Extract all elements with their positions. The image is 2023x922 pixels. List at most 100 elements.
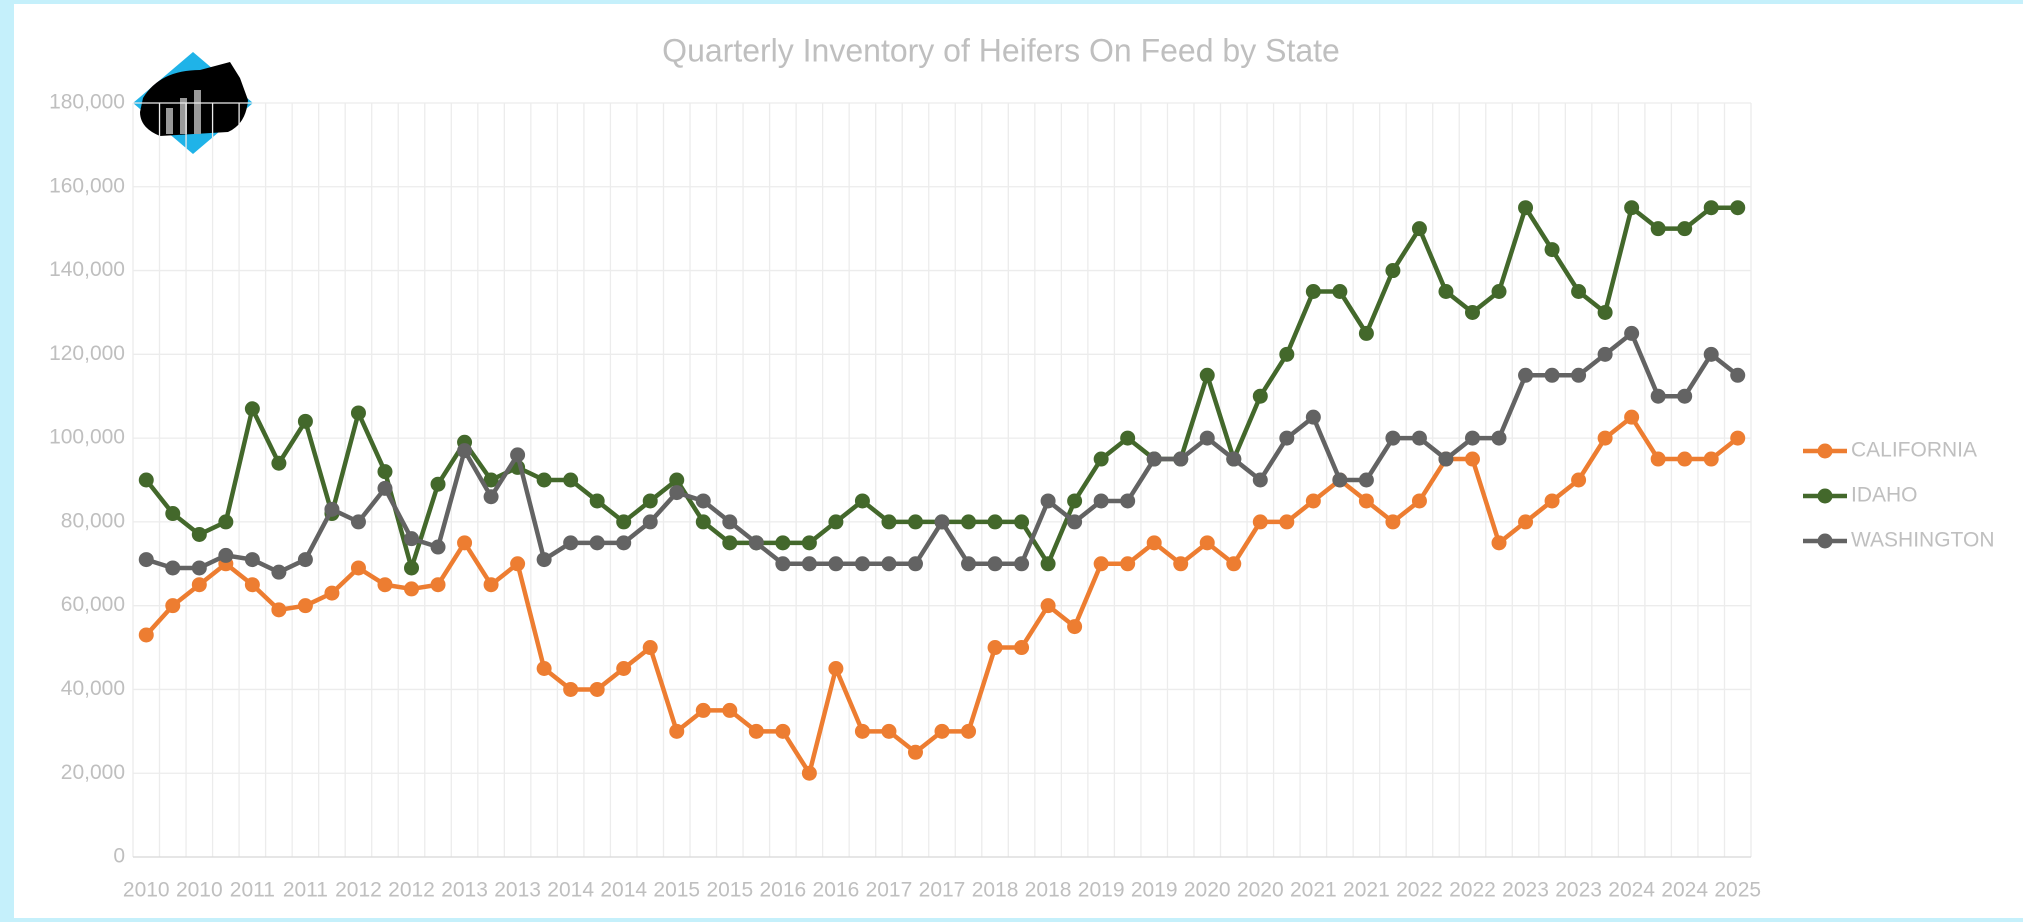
legend-marker — [1817, 488, 1833, 504]
data-point — [1146, 451, 1162, 467]
data-point — [430, 476, 446, 492]
data-point — [350, 405, 366, 421]
data-point — [987, 556, 1003, 572]
data-point — [271, 602, 287, 618]
x-tick-label: 2013 — [494, 879, 541, 902]
data-point — [934, 514, 950, 530]
data-point — [987, 514, 1003, 530]
data-point — [642, 493, 658, 509]
data-point — [510, 447, 526, 463]
x-tick-label: 2010 — [176, 879, 223, 902]
data-point — [1677, 451, 1693, 467]
data-point — [1199, 367, 1215, 383]
x-tick-label: 2012 — [388, 879, 435, 902]
x-tick-label: 2019 — [1078, 879, 1125, 902]
data-point — [1120, 556, 1136, 572]
logo-bar — [180, 98, 187, 134]
data-point — [961, 723, 977, 739]
data-point — [244, 552, 260, 568]
data-point — [1518, 200, 1534, 216]
x-tick-label: 2021 — [1343, 879, 1390, 902]
data-point — [907, 744, 923, 760]
data-point — [1332, 472, 1348, 488]
x-tick-label: 2012 — [335, 879, 382, 902]
data-point — [430, 577, 446, 593]
data-point — [1730, 200, 1746, 216]
data-point — [1544, 367, 1560, 383]
data-point — [1597, 346, 1613, 362]
data-point — [1199, 535, 1215, 551]
data-point — [1624, 409, 1640, 425]
y-tick-label: 180,000 — [49, 91, 125, 114]
data-point — [1093, 493, 1109, 509]
x-tick-label: 2017 — [866, 879, 913, 902]
data-point — [377, 577, 393, 593]
x-tick-label: 2024 — [1608, 879, 1655, 902]
data-point — [748, 723, 764, 739]
logo-bar — [194, 90, 201, 134]
data-point — [1040, 598, 1056, 614]
data-point — [324, 585, 340, 601]
data-point — [1464, 304, 1480, 320]
data-point — [907, 514, 923, 530]
data-point — [1597, 304, 1613, 320]
data-point — [589, 535, 605, 551]
x-tick-label: 2025 — [1714, 879, 1761, 902]
data-point — [404, 531, 420, 547]
data-point — [138, 472, 154, 488]
data-point — [563, 472, 579, 488]
data-point — [218, 514, 234, 530]
data-point — [1703, 451, 1719, 467]
data-point — [1703, 346, 1719, 362]
y-tick-label: 20,000 — [61, 761, 125, 784]
data-point — [775, 556, 791, 572]
data-point — [1624, 200, 1640, 216]
data-point — [1358, 472, 1374, 488]
data-point — [138, 552, 154, 568]
data-point — [801, 765, 817, 781]
data-point — [244, 577, 260, 593]
data-point — [1067, 514, 1083, 530]
data-point — [1358, 325, 1374, 341]
x-tick-label: 2018 — [1025, 879, 1072, 902]
y-tick-label: 160,000 — [49, 174, 125, 197]
data-point — [828, 514, 844, 530]
legend-marker — [1817, 443, 1833, 459]
data-point — [1703, 200, 1719, 216]
data-point — [1518, 514, 1534, 530]
x-tick-label: 2016 — [813, 879, 860, 902]
data-point — [1093, 451, 1109, 467]
data-point — [1014, 556, 1030, 572]
data-point — [828, 556, 844, 572]
data-point — [1730, 430, 1746, 446]
data-point — [165, 598, 181, 614]
data-point — [1571, 284, 1587, 299]
legend-label: IDAHO — [1851, 484, 1918, 507]
data-point — [1067, 493, 1083, 509]
data-point — [1279, 430, 1295, 446]
data-point — [1226, 451, 1242, 467]
data-point — [1252, 514, 1268, 530]
data-point — [642, 640, 658, 656]
data-point — [1650, 451, 1666, 467]
data-point — [1650, 388, 1666, 404]
data-point — [324, 501, 340, 517]
data-point — [1093, 556, 1109, 572]
data-point — [1624, 325, 1640, 341]
data-point — [1491, 284, 1507, 299]
data-point — [1067, 619, 1083, 635]
data-point — [1491, 430, 1507, 446]
data-point — [616, 661, 632, 676]
logo-bar — [166, 108, 173, 134]
data-point — [1411, 493, 1427, 509]
data-point — [244, 401, 260, 417]
data-point — [563, 535, 579, 551]
data-point — [722, 535, 738, 551]
data-point — [1677, 221, 1693, 237]
data-point — [377, 480, 393, 496]
data-point — [483, 472, 499, 488]
data-point — [1014, 640, 1030, 656]
data-point — [854, 556, 870, 572]
data-point — [1146, 535, 1162, 551]
